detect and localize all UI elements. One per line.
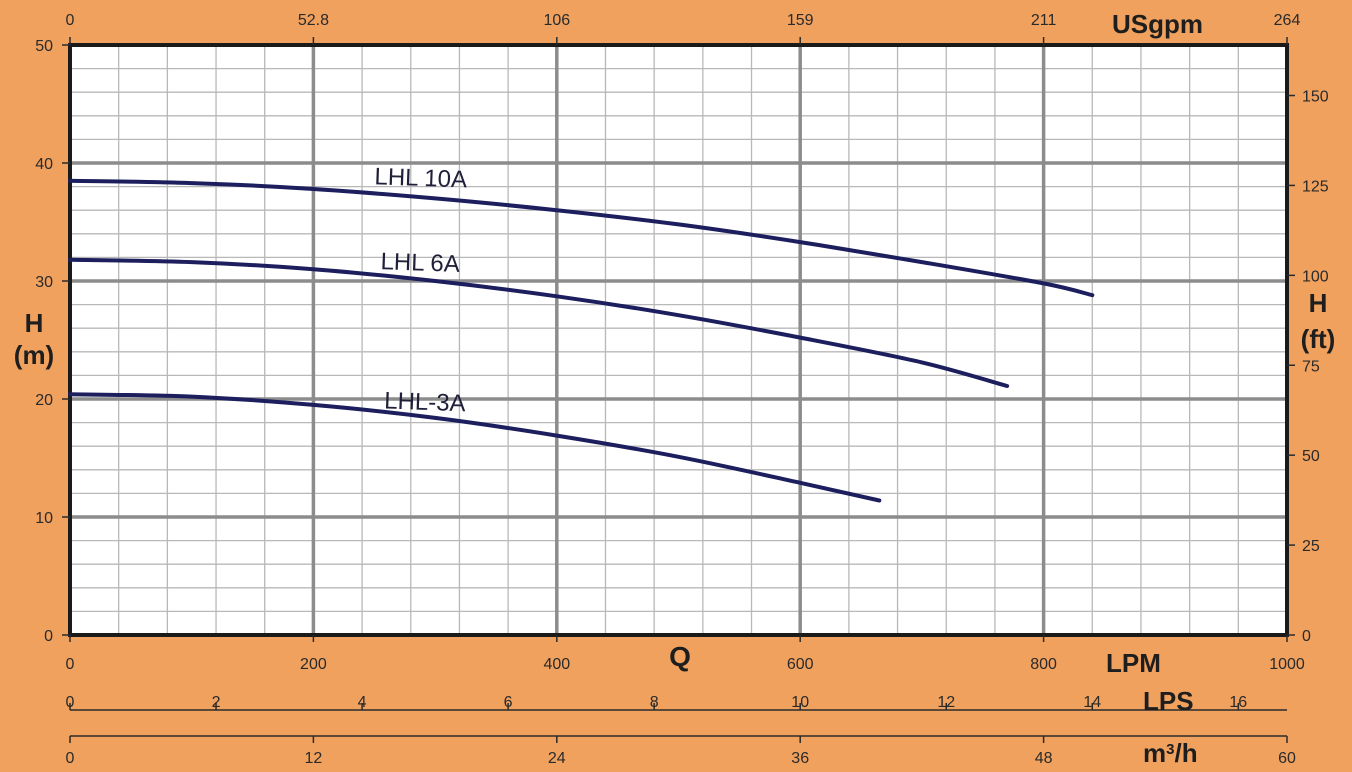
x-axis-m3h: 0 12 24 36 48 60	[66, 735, 1296, 767]
grid-minor	[70, 45, 1287, 635]
lps-tick-label: 16	[1229, 694, 1247, 711]
y-tick-label: 40	[35, 156, 53, 173]
x-tick-label: 400	[543, 656, 570, 673]
top-tick-label: 106	[543, 12, 570, 29]
top-tick-label: 52.8	[298, 12, 329, 29]
lps-tick-label: 4	[358, 694, 367, 711]
y-tick-label: 20	[35, 392, 53, 409]
yr-tick-label: 25	[1302, 538, 1320, 555]
lps-unit: LPS	[1143, 686, 1194, 716]
m3h-tick-label: 60	[1278, 750, 1296, 767]
x-tick-label: 800	[1030, 656, 1057, 673]
lps-tick-label: 14	[1083, 694, 1101, 711]
x-tick-label: 600	[787, 656, 814, 673]
y-axis-ft-ticks: 0 25 50 75 100 125 150	[1287, 89, 1329, 645]
x-axis-usgpm-ticks: 0 52.8 106 159 211 264	[66, 12, 1301, 45]
series-line-2	[68, 392, 882, 503]
series-line-1	[68, 257, 1010, 388]
yr-tick-label: 100	[1302, 268, 1329, 285]
y-right-axis-label: H	[1309, 288, 1328, 318]
plot-area	[70, 45, 1287, 635]
m3h-unit: m3/h	[1143, 738, 1198, 768]
top-tick-label: 264	[1274, 12, 1301, 29]
y-right-axis-unit: (ft)	[1301, 324, 1336, 354]
yr-tick-label: 50	[1302, 448, 1320, 465]
series-line-0	[68, 178, 1095, 298]
m3h-tick-label: 48	[1035, 750, 1053, 767]
y-tick-label: 10	[35, 510, 53, 527]
x-tick-label: 200	[300, 656, 327, 673]
x-tick-label: 1000	[1269, 656, 1305, 673]
lps-tick-label: 8	[650, 694, 659, 711]
m3h-unit-base: m	[1143, 738, 1166, 768]
x-axis-lpm-ticks: 0 200 400 600 800 1000	[66, 635, 1305, 673]
m3h-tick-label: 12	[305, 750, 323, 767]
x-axis-lps: 0 2 4 6 8 10 12 14 16	[66, 694, 1287, 711]
curve-labels: LHL 10A LHL 6A LHL-3A	[374, 163, 467, 417]
curves	[68, 178, 1095, 503]
series-label-1: LHL 6A	[380, 248, 460, 278]
plot-border	[68, 43, 1289, 637]
yr-tick-label: 75	[1302, 358, 1320, 375]
yr-tick-label: 125	[1302, 178, 1329, 195]
y-axis-m-ticks: 0 10 20 30 40 50	[35, 38, 70, 645]
lps-tick-label: 0	[66, 694, 75, 711]
lps-tick-label: 12	[937, 694, 955, 711]
y-axis-label: H	[25, 308, 44, 338]
series-label-0: LHL 10A	[374, 163, 467, 193]
yr-tick-label: 0	[1302, 628, 1311, 645]
series-label-2: LHL-3A	[384, 387, 466, 417]
top-tick-label: 211	[1031, 12, 1057, 29]
m3h-tick-label: 36	[791, 750, 809, 767]
top-tick-label: 0	[66, 12, 75, 29]
m3h-unit-sup: 3	[1166, 741, 1174, 758]
lps-tick-label: 6	[504, 694, 513, 711]
yr-tick-label: 150	[1302, 89, 1329, 106]
lps-tick-label: 10	[791, 694, 809, 711]
m3h-unit-tail: /h	[1174, 738, 1197, 768]
y-tick-label: 50	[35, 38, 53, 55]
m3h-tick-label: 24	[548, 750, 566, 767]
x-tick-label: 0	[66, 656, 75, 673]
top-tick-label: 159	[787, 12, 814, 29]
x-axis-label: Q	[669, 641, 691, 672]
y-tick-label: 30	[35, 274, 53, 291]
usgpm-unit: USgpm	[1112, 9, 1203, 39]
y-axis-unit: (m)	[14, 340, 54, 370]
m3h-tick-label: 0	[66, 750, 75, 767]
lpm-unit: LPM	[1106, 648, 1161, 678]
y-tick-label: 0	[44, 628, 53, 645]
lps-tick-label: 2	[212, 694, 221, 711]
